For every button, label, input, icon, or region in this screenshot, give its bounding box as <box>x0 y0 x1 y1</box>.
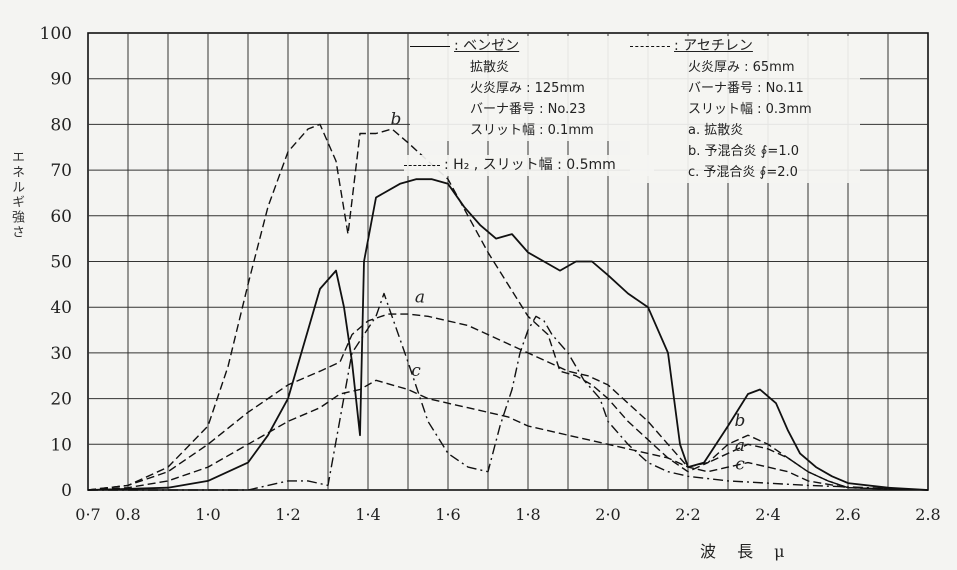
curve-annotation-label: a <box>735 436 745 456</box>
y-tick-label: 40 <box>50 298 72 318</box>
legend-acetylene-line: b. 予混合炎 ∮=1.0 <box>688 144 799 159</box>
x-tick-label: 2·4 <box>755 505 780 524</box>
y-tick-label: 100 <box>40 24 72 44</box>
legend-acetylene-line: スリット幅 : 0.3mm <box>688 102 812 117</box>
x-tick-label: 2·2 <box>675 505 700 524</box>
y-tick-label: 80 <box>50 115 72 135</box>
x-tick-label: 0·7 <box>75 505 100 524</box>
legend-h2-label: : H₂ , スリット幅 : 0.5mm <box>444 157 616 173</box>
x-tick-label: 1·8 <box>515 505 540 524</box>
series-line <box>87 178 929 491</box>
y-tick-label: 90 <box>50 70 72 90</box>
series-line <box>88 292 929 491</box>
curve-annotation-label: c <box>411 361 421 381</box>
legend-benzene-line: バーナ番号 : No.23 <box>470 102 586 117</box>
series-line <box>87 123 929 491</box>
legend-benzene-label: : ベンゼン <box>454 38 520 54</box>
series-line <box>87 313 929 491</box>
legend-acetylene-label: : アセチレン <box>674 38 753 54</box>
curve-annotation-label: a <box>415 288 425 308</box>
y-tick-label: 30 <box>50 344 72 364</box>
x-tick-label: 2.6 <box>835 505 860 524</box>
curve-annotation-label: b <box>391 109 402 129</box>
axis-layer: 0 10 20 30 40 50 60 70 80 90 100 0·7 0.8 1·0 1·2 1·4 1·6… <box>40 24 941 524</box>
legend-benzene-line: 拡散炎 <box>470 60 510 75</box>
solid-line-swatch <box>410 46 450 47</box>
series-layer <box>87 123 929 491</box>
legend-h2: : H₂ , スリット幅 : 0.5mm <box>404 155 654 176</box>
legend-benzene-line: 火炎厚み : 125mm <box>470 81 585 96</box>
y-tick-label: 60 <box>50 207 72 227</box>
legend-acetylene: : アセチレン 火炎厚み : 65mm バーナ番号 : No.11 スリット幅 … <box>630 36 860 183</box>
legend-acetylene-line: a. 拡散炎 <box>688 123 744 138</box>
y-tick-label: 10 <box>50 435 72 455</box>
x-axis-label: 波 長 μ <box>700 542 793 561</box>
x-tick-label: 1·4 <box>355 505 380 524</box>
legend-acetylene-line: c. 予混合炎 ∮=2.0 <box>688 165 798 180</box>
x-tick-label: 1·6 <box>435 505 460 524</box>
x-tick-label: 2.8 <box>915 505 940 524</box>
dashed-line-swatch <box>630 46 670 47</box>
series-line <box>87 379 929 491</box>
y-axis-label: エネルギ強さ <box>9 150 24 240</box>
dashdot-line-swatch <box>404 165 440 166</box>
legend-acetylene-line: 火炎厚み : 65mm <box>688 60 795 75</box>
legend-acetylene-line: バーナ番号 : No.11 <box>688 81 804 96</box>
y-tick-label: 50 <box>50 253 72 273</box>
y-tick-label: 20 <box>50 390 72 410</box>
x-tick-label: 1·2 <box>275 505 300 524</box>
x-tick-label: 1·0 <box>195 505 220 524</box>
legend-benzene: : ベンゼン 拡散炎 火炎厚み : 125mm バーナ番号 : No.23 スリ… <box>410 36 630 141</box>
curve-annotation-label: b <box>735 411 746 431</box>
y-tick-label: 70 <box>50 161 72 181</box>
x-tick-label: 0.8 <box>115 505 140 524</box>
y-tick-label: 0 <box>61 481 72 501</box>
curve-annotation-label: c <box>735 454 745 474</box>
legend-benzene-line: スリット幅 : 0.1mm <box>470 123 594 138</box>
x-tick-label: 2·0 <box>595 505 620 524</box>
